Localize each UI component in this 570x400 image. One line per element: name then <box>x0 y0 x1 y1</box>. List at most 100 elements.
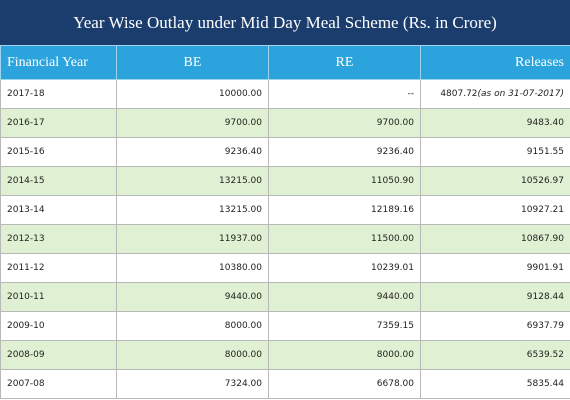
cell-value: 6937.79 <box>526 321 564 331</box>
table-cell: 9151.55 <box>420 137 570 167</box>
cell-note: (as on 31-07-2017) <box>477 89 564 99</box>
table-cell: -- <box>268 79 421 109</box>
table-cell: 10380.00 <box>116 253 269 283</box>
table-row: 2014-15 13215.00 11050.90 10526.97 <box>0 166 570 196</box>
table-cell: 2007-08 <box>0 369 117 399</box>
column-header: Releases <box>420 45 570 80</box>
table-row: 2013-14 13215.00 12189.16 10927.21 <box>0 195 570 225</box>
table-cell: 12189.16 <box>268 195 421 225</box>
cell-value: 2010-11 <box>7 292 45 302</box>
cell-value: -- <box>407 89 415 99</box>
cell-value: 2014-15 <box>7 176 45 186</box>
cell-value: 2011-12 <box>7 263 45 273</box>
table-cell: 6937.79 <box>420 311 570 341</box>
table-cell: 2011-12 <box>0 253 117 283</box>
cell-value: 13215.00 <box>219 205 262 215</box>
table-cell: 13215.00 <box>116 166 269 196</box>
cell-value: 10380.00 <box>219 263 262 273</box>
table-row: 2012-13 11937.00 11500.00 10867.90 <box>0 224 570 254</box>
table-cell: 2017-18 <box>0 79 117 109</box>
cell-value: 2016-17 <box>7 118 45 128</box>
cell-value: 12189.16 <box>371 205 414 215</box>
table-cell: 2012-13 <box>0 224 117 254</box>
table-row: 2017-18 10000.00 -- 4807.72(as on 31-07-201… <box>0 79 570 109</box>
table-cell: 8000.00 <box>268 340 421 370</box>
cell-value: 2008-09 <box>7 350 45 360</box>
table-cell: 10239.01 <box>268 253 421 283</box>
cell-value: 9440.00 <box>376 292 414 302</box>
table-cell: 7359.15 <box>268 311 421 341</box>
table-cell: 9440.00 <box>268 282 421 312</box>
cell-value: 9483.40 <box>526 118 564 128</box>
table-cell: 6678.00 <box>268 369 421 399</box>
table-cell: 11937.00 <box>116 224 269 254</box>
table-cell: 10927.21 <box>420 195 570 225</box>
cell-value: 11937.00 <box>219 234 262 244</box>
cell-value: 8000.00 <box>224 350 262 360</box>
cell-value: 13215.00 <box>219 176 262 186</box>
table-cell: 6539.52 <box>420 340 570 370</box>
cell-value: 8000.00 <box>376 350 414 360</box>
cell-value: 6678.00 <box>376 379 414 389</box>
table-row: 2007-08 7324.00 6678.00 5835.44 <box>0 369 570 399</box>
cell-value: 6539.52 <box>526 350 564 360</box>
cell-value: 9700.00 <box>224 118 262 128</box>
table-cell: 11050.90 <box>268 166 421 196</box>
header-row: Financial Year BE RE Releases <box>0 45 570 80</box>
table-cell: 9483.40 <box>420 108 570 138</box>
cell-value: 2013-14 <box>7 205 45 215</box>
cell-value: 9236.40 <box>376 147 414 157</box>
table-cell: 9700.00 <box>268 108 421 138</box>
table-cell: 10000.00 <box>116 79 269 109</box>
cell-value: 10927.21 <box>521 205 564 215</box>
cell-value: 2009-10 <box>7 321 45 331</box>
table-cell: 7324.00 <box>116 369 269 399</box>
column-header: BE <box>116 45 269 80</box>
table-cell: 10867.90 <box>420 224 570 254</box>
cell-value: 4807.72 <box>440 89 478 99</box>
table-cell: 2009-10 <box>0 311 117 341</box>
cell-value: 9236.40 <box>224 147 262 157</box>
table-row: 2015-16 9236.40 9236.40 9151.55 <box>0 137 570 167</box>
table-cell: 9901.91 <box>420 253 570 283</box>
title: Year Wise Outlay under Mid Day Meal Sche… <box>0 0 570 45</box>
cell-value: 10000.00 <box>219 89 262 99</box>
table-row: 2008-09 8000.00 8000.00 6539.52 <box>0 340 570 370</box>
table-cell: 2015-16 <box>0 137 117 167</box>
outlay-table: Financial Year BE RE Releases 2017-18 10000.… <box>0 45 570 399</box>
cell-value: 11050.90 <box>371 176 414 186</box>
table-cell: 2014-15 <box>0 166 117 196</box>
table-row: 2009-10 8000.00 7359.15 6937.79 <box>0 311 570 341</box>
cell-value: 2017-18 <box>7 89 45 99</box>
table-cell: 5835.44 <box>420 369 570 399</box>
table-cell: 2016-17 <box>0 108 117 138</box>
table-cell: 10526.97 <box>420 166 570 196</box>
cell-value: 9440.00 <box>224 292 262 302</box>
cell-value: 7324.00 <box>224 379 262 389</box>
cell-value: 8000.00 <box>224 321 262 331</box>
cell-value: 9700.00 <box>376 118 414 128</box>
column-header: RE <box>268 45 421 80</box>
table-cell: 2010-11 <box>0 282 117 312</box>
table-cell: 11500.00 <box>268 224 421 254</box>
table-cell: 8000.00 <box>116 311 269 341</box>
table-cell: 9236.40 <box>268 137 421 167</box>
cell-value: 5835.44 <box>526 379 564 389</box>
table-cell: 2013-14 <box>0 195 117 225</box>
cell-value: 2012-13 <box>7 234 45 244</box>
cell-value: 9151.55 <box>526 147 564 157</box>
table-row: 2016-17 9700.00 9700.00 9483.40 <box>0 108 570 138</box>
table-cell: 8000.00 <box>116 340 269 370</box>
table-cell: 2008-09 <box>0 340 117 370</box>
cell-value: 11500.00 <box>371 234 414 244</box>
cell-value: 7359.15 <box>376 321 414 331</box>
table-row: 2010-11 9440.00 9440.00 9128.44 <box>0 282 570 312</box>
cell-value: 2015-16 <box>7 147 45 157</box>
table-cell: 4807.72(as on 31-07-2017) <box>420 79 570 109</box>
cell-value: 10526.97 <box>521 176 564 186</box>
table-row: 2011-12 10380.00 10239.01 9901.91 <box>0 253 570 283</box>
table-body: 2017-18 10000.00 -- 4807.72(as on 31-07-201… <box>0 79 570 399</box>
cell-value: 9128.44 <box>526 292 564 302</box>
table-cell: 9128.44 <box>420 282 570 312</box>
